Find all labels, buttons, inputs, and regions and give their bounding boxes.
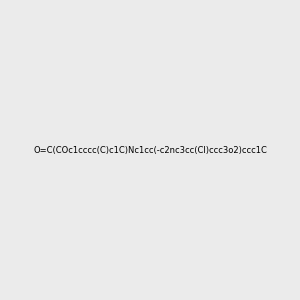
Text: O=C(COc1cccc(C)c1C)Nc1cc(-c2nc3cc(Cl)ccc3o2)ccc1C: O=C(COc1cccc(C)c1C)Nc1cc(-c2nc3cc(Cl)ccc… [33, 146, 267, 154]
